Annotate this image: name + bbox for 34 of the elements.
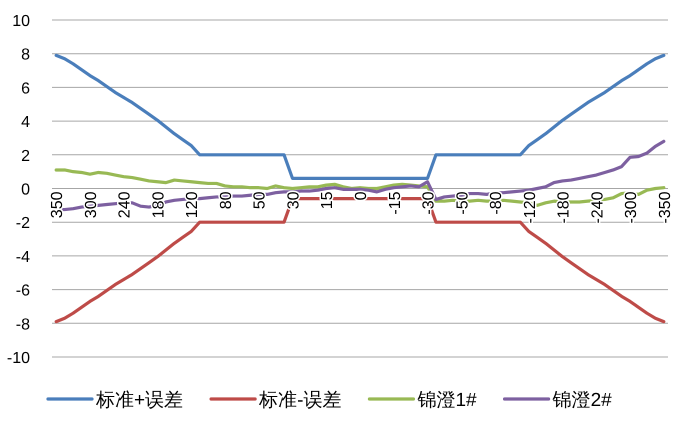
ytick: -6 xyxy=(16,282,30,300)
ytick: -2 xyxy=(16,215,30,232)
xtick: -120 xyxy=(522,192,539,224)
xtick: -15 xyxy=(386,192,404,215)
xtick: 300 xyxy=(82,192,100,218)
xtick: 0 xyxy=(353,192,370,200)
xtick: 180 xyxy=(150,192,168,218)
ytick: 0 xyxy=(21,182,30,198)
legend-label: 锦澄1# xyxy=(416,390,478,411)
ytick: 6 xyxy=(21,80,30,98)
xtick: 30 xyxy=(286,192,302,210)
ytick: -8 xyxy=(16,316,30,334)
xtick: -240 xyxy=(589,192,606,224)
xtick: 350 xyxy=(49,192,66,218)
ytick: 4 xyxy=(21,114,30,132)
xtick: -80 xyxy=(488,192,506,215)
legend-label: 标准-误差 xyxy=(258,390,342,411)
xtick: 80 xyxy=(218,192,235,210)
legend-label: 锦澄2# xyxy=(552,390,612,411)
ytick: -4 xyxy=(16,248,30,266)
xtick: -350 xyxy=(656,192,674,224)
xtick: -180 xyxy=(556,192,573,224)
ytick: 10 xyxy=(12,13,30,30)
xtick: 120 xyxy=(184,192,202,218)
xtick: 15 xyxy=(319,192,336,210)
xtick: -300 xyxy=(623,192,640,224)
ytick: 2 xyxy=(21,148,30,165)
xtick: 240 xyxy=(116,192,134,218)
legend-label: 标准+误差 xyxy=(95,390,184,411)
ytick: 8 xyxy=(21,46,30,64)
xtick: -50 xyxy=(454,192,472,215)
xtick: 50 xyxy=(252,192,269,210)
xtick: -30 xyxy=(420,192,438,215)
ytick: -10 xyxy=(6,350,30,367)
